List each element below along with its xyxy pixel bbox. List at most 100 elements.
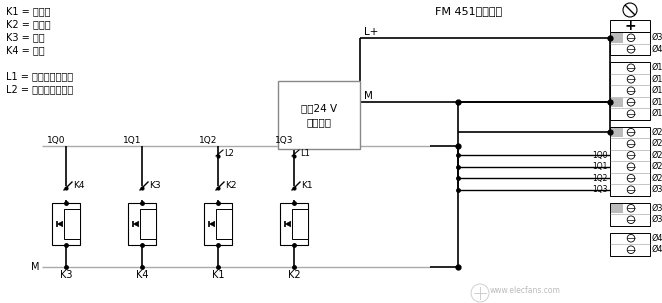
Text: M: M bbox=[30, 262, 39, 272]
Bar bbox=[611, 128, 623, 137]
Bar bbox=[278, 81, 360, 149]
Text: Ø48: Ø48 bbox=[652, 245, 662, 254]
Circle shape bbox=[627, 152, 635, 159]
Text: 外郥24 V: 外郥24 V bbox=[301, 103, 337, 113]
Bar bbox=[611, 234, 623, 243]
Text: K3: K3 bbox=[149, 181, 161, 189]
Circle shape bbox=[627, 216, 635, 224]
Text: Ø29: Ø29 bbox=[652, 174, 662, 183]
Circle shape bbox=[627, 163, 635, 171]
Text: M: M bbox=[364, 91, 373, 101]
Text: K1: K1 bbox=[212, 270, 224, 280]
Polygon shape bbox=[285, 221, 291, 227]
Text: 1Q3: 1Q3 bbox=[275, 136, 293, 145]
Bar bbox=[611, 215, 623, 225]
Text: www.elecfans.com: www.elecfans.com bbox=[490, 286, 561, 295]
Circle shape bbox=[627, 110, 635, 118]
Text: K3: K3 bbox=[60, 270, 72, 280]
Bar bbox=[611, 63, 623, 72]
Bar bbox=[611, 98, 623, 107]
Bar bbox=[611, 86, 623, 95]
Text: K4 = 慢速: K4 = 慢速 bbox=[6, 45, 44, 55]
Text: 1Q2: 1Q2 bbox=[592, 174, 608, 183]
Circle shape bbox=[627, 87, 635, 95]
Text: Ø30: Ø30 bbox=[652, 185, 662, 194]
Circle shape bbox=[627, 186, 635, 194]
Text: K2: K2 bbox=[225, 181, 236, 189]
Bar bbox=[128, 203, 156, 245]
Polygon shape bbox=[133, 221, 139, 227]
Polygon shape bbox=[57, 221, 63, 227]
Circle shape bbox=[627, 140, 635, 148]
Circle shape bbox=[627, 45, 635, 53]
Bar bbox=[610, 202, 650, 225]
Text: Ø28: Ø28 bbox=[652, 162, 662, 171]
Text: 1Q1: 1Q1 bbox=[122, 136, 141, 145]
Text: 1Q0: 1Q0 bbox=[592, 151, 608, 160]
Bar bbox=[611, 204, 623, 213]
Circle shape bbox=[627, 205, 635, 212]
Bar bbox=[610, 20, 650, 32]
Circle shape bbox=[627, 75, 635, 83]
Text: Ø38: Ø38 bbox=[652, 215, 662, 224]
Circle shape bbox=[627, 34, 635, 42]
Circle shape bbox=[627, 98, 635, 106]
Circle shape bbox=[627, 175, 635, 182]
Circle shape bbox=[471, 284, 489, 302]
Text: K2 = 负方向: K2 = 负方向 bbox=[6, 19, 50, 29]
Bar bbox=[64, 209, 80, 239]
Text: L+: L+ bbox=[364, 27, 379, 37]
Text: K4: K4 bbox=[136, 270, 148, 280]
Bar bbox=[204, 203, 232, 245]
Text: 1Q3: 1Q3 bbox=[592, 185, 608, 194]
Text: L1 = 左硬件限制开关: L1 = 左硬件限制开关 bbox=[6, 71, 73, 81]
Text: K3 = 快速: K3 = 快速 bbox=[6, 32, 44, 42]
Text: L1: L1 bbox=[300, 148, 310, 158]
Bar bbox=[611, 45, 623, 54]
Text: +: + bbox=[624, 19, 636, 33]
Text: Ø27: Ø27 bbox=[652, 151, 662, 160]
Bar bbox=[611, 162, 623, 171]
Text: Ø3: Ø3 bbox=[652, 33, 662, 42]
Text: K1: K1 bbox=[301, 181, 312, 189]
Bar bbox=[610, 32, 650, 55]
Bar bbox=[611, 33, 623, 42]
Text: 1Q0: 1Q0 bbox=[46, 136, 65, 145]
Bar bbox=[216, 209, 232, 239]
Bar bbox=[610, 62, 650, 119]
Bar bbox=[280, 203, 308, 245]
Text: 直流电源: 直流电源 bbox=[307, 117, 332, 127]
Text: Ø11: Ø11 bbox=[652, 75, 662, 84]
Text: K4: K4 bbox=[73, 181, 85, 189]
Text: Ø47: Ø47 bbox=[652, 234, 662, 243]
Bar bbox=[611, 185, 623, 195]
Text: 1Q1: 1Q1 bbox=[592, 162, 608, 171]
Text: Ø37: Ø37 bbox=[652, 204, 662, 213]
Text: Ø13: Ø13 bbox=[652, 98, 662, 107]
Bar bbox=[611, 139, 623, 148]
Text: FM 451前连接器: FM 451前连接器 bbox=[435, 6, 502, 16]
Bar bbox=[52, 203, 80, 245]
Circle shape bbox=[627, 246, 635, 254]
Circle shape bbox=[627, 235, 635, 242]
Text: Ø12: Ø12 bbox=[652, 86, 662, 95]
Circle shape bbox=[627, 64, 635, 72]
Text: Ø10: Ø10 bbox=[652, 63, 662, 72]
Text: L2: L2 bbox=[224, 148, 234, 158]
Bar bbox=[611, 75, 623, 84]
Text: Ø25: Ø25 bbox=[652, 128, 662, 137]
Text: Ø14: Ø14 bbox=[652, 109, 662, 118]
Text: L2 = 右硬件限制开关: L2 = 右硬件限制开关 bbox=[6, 84, 73, 94]
Text: K2: K2 bbox=[288, 270, 301, 280]
Circle shape bbox=[627, 128, 635, 136]
Polygon shape bbox=[209, 221, 214, 227]
Bar bbox=[611, 245, 623, 255]
Circle shape bbox=[623, 3, 637, 17]
Bar bbox=[611, 174, 623, 183]
Bar bbox=[140, 209, 156, 239]
Bar bbox=[611, 151, 623, 160]
Bar bbox=[292, 209, 308, 239]
Text: 1Q2: 1Q2 bbox=[199, 136, 217, 145]
Text: K1 = 正方向: K1 = 正方向 bbox=[6, 6, 50, 16]
Text: Ø4: Ø4 bbox=[652, 45, 662, 54]
